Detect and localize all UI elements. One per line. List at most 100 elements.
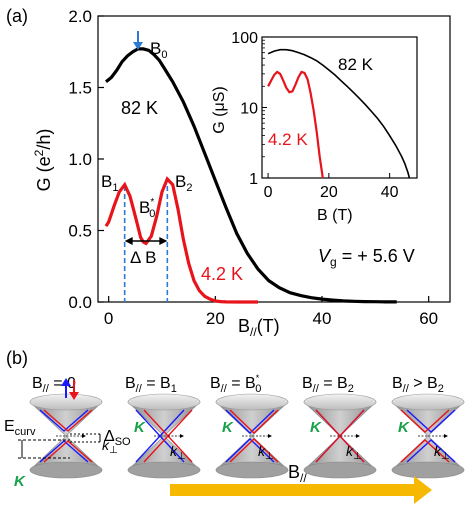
label-82k-main: 82 K	[121, 98, 158, 118]
b-field-arrow-head	[414, 476, 432, 504]
dirac-cone: k⊥ K	[215, 393, 289, 479]
main-x-ticks: 0 20 40 60	[104, 296, 438, 328]
inset-x-tick-label: 0	[264, 184, 273, 201]
band-line	[225, 438, 275, 463]
dirac-cone: k⊥ K	[391, 393, 465, 479]
dirac-cones: k⊥ Kk⊥ Kk⊥ Kk⊥ Kk⊥ K	[14, 393, 465, 490]
cone-title: B// = B1	[125, 375, 177, 395]
band-line	[315, 434, 365, 463]
inset-y-ticks: 1 10 100	[231, 30, 267, 188]
k-axis-head	[268, 434, 272, 438]
valley-k-label: K	[222, 419, 234, 436]
valley-k-label: K	[398, 419, 410, 436]
b2-label: B2	[175, 172, 192, 194]
cone-titles: B// = 0 B// = B1 B// = B* 0 B// = B2 B// > B2	[32, 373, 444, 395]
k-perp-label: k⊥	[170, 443, 186, 462]
ecurv-label: Ecurv	[4, 418, 36, 438]
inset-y-tick-label: 100	[231, 30, 258, 47]
dirac-cone: k⊥ K	[127, 393, 201, 479]
b1-label: B1	[101, 172, 118, 194]
lower-cone-base	[127, 461, 201, 479]
spin-down-arrow-head	[69, 392, 79, 400]
inset-x-axis-label: B (T)	[317, 207, 353, 224]
lower-cone-base	[391, 461, 465, 479]
main-x-tick-label: 20	[206, 309, 225, 328]
main-x-axis-label: B//(T)	[238, 316, 280, 339]
upper-cone-cap	[303, 393, 377, 411]
gate-voltage-label: Vg = + 5.6 V	[318, 246, 415, 269]
delta-so-label: ΔSO	[104, 428, 131, 448]
main-x-tick-label: 60	[419, 309, 438, 328]
band-line	[225, 409, 275, 434]
lower-cone-base	[29, 461, 103, 479]
main-x-tick-label: 40	[313, 309, 332, 328]
k-perp-label: k⊥	[102, 437, 118, 456]
cone-title: B// > B2	[392, 375, 444, 395]
band-line	[39, 440, 89, 463]
label-4-2k-inset: 4.2 K	[268, 130, 308, 149]
inset-x-tick-label: 40	[381, 184, 399, 201]
label-4-2k-main: 4.2 K	[201, 264, 243, 284]
main-y-tick-label: 1.5	[68, 79, 92, 98]
band-line	[406, 409, 456, 433]
band-line	[39, 409, 89, 432]
main-chart: 0.00.51.01.52.0 0 20 40 60 G (e2/h) Δ B B0 …	[32, 7, 451, 339]
band-line	[406, 439, 456, 463]
k-axis-head	[356, 434, 360, 438]
inset-x-ticks: 0 20 40	[264, 173, 399, 201]
inset-plot-frame	[261, 36, 418, 179]
band-line	[43, 440, 93, 463]
band-line	[229, 409, 279, 434]
main-y-tick-label: 0.0	[68, 293, 92, 312]
b0-star-label: B* 0	[139, 197, 155, 220]
inset-y-axis-label: G (μS)	[211, 86, 228, 133]
upper-cone-cap	[391, 393, 465, 411]
panel-b-label: (b)	[6, 348, 28, 368]
band-line	[135, 434, 185, 463]
k-axis-head	[82, 434, 86, 438]
cone-title: B// = B2	[302, 375, 354, 395]
b0-label: B0	[150, 39, 167, 61]
series-line-82k	[104, 47, 397, 304]
valley-k-label: K	[134, 419, 146, 436]
upper-cone-cap	[215, 393, 289, 411]
cone-title: B// = B* 0	[210, 373, 261, 395]
main-y-tick-label: 0.5	[68, 222, 92, 241]
panel-a-label: (a)	[6, 6, 28, 26]
b-field-arrow-shaft	[170, 484, 416, 496]
label-82k-inset: 82 K	[338, 55, 374, 74]
b0-down-arrow	[133, 31, 143, 50]
cone-title: B// = 0	[32, 375, 76, 395]
inset-chart: 1 10 100 0 20 40 G (μS) B (T) 82 K 4.2 K	[211, 30, 418, 224]
dirac-cone: k⊥ K	[14, 393, 118, 490]
lower-cone-base	[303, 461, 377, 479]
inset-y-tick-label: 10	[240, 101, 258, 118]
dirac-cone: k⊥ K	[303, 393, 377, 479]
main-y-axis-label: G (e2/h)	[32, 129, 54, 192]
main-x-tick-label: 0	[104, 309, 113, 328]
band-line	[43, 409, 93, 432]
delta-b-label: Δ B	[130, 248, 156, 267]
inset-series-line-4-2k	[267, 70, 324, 179]
inset-y-tick-label: 1	[249, 171, 258, 188]
delta-b-arrow	[124, 237, 168, 245]
series-line-4-2k	[104, 176, 258, 304]
valley-k-label: K	[310, 419, 322, 436]
main-y-tick-label: 1.0	[68, 150, 92, 169]
band-line	[229, 438, 279, 463]
band-line	[400, 409, 450, 433]
main-y-ticks: 0.0 0.5 1.0 1.5 2.0	[68, 7, 104, 312]
valley-k-label: K	[14, 473, 26, 490]
k-perp-label: k⊥	[346, 443, 362, 462]
inset-x-tick-label: 20	[320, 184, 338, 201]
b-field-arrow	[170, 476, 432, 504]
k-axis-head	[180, 434, 184, 438]
b-field-arrow-label: B//	[288, 462, 307, 485]
spin-up-arrow-head	[61, 378, 71, 386]
first-cone-annotations: Ecurv ΔSO	[4, 378, 131, 459]
inset-series-line-82k	[267, 48, 411, 179]
lower-cone-base	[215, 461, 289, 479]
band-line	[400, 439, 450, 463]
k-axis-head	[444, 434, 448, 438]
